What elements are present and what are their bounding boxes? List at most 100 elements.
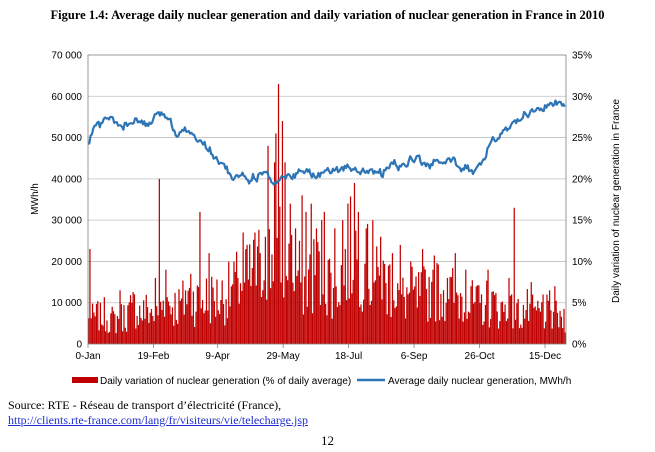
bar <box>335 286 337 344</box>
bar <box>491 291 493 344</box>
bar <box>528 320 530 344</box>
bar <box>450 277 453 344</box>
bar <box>440 293 442 344</box>
y-right-tick-label: 5% <box>572 298 587 309</box>
bar <box>437 264 439 344</box>
bar <box>541 302 543 344</box>
bar <box>112 311 115 344</box>
bar <box>394 308 396 344</box>
bar <box>547 300 549 344</box>
bar <box>495 293 497 344</box>
bar <box>199 211 201 344</box>
bar <box>152 315 154 344</box>
bar <box>545 321 547 344</box>
bar <box>510 294 513 344</box>
bar <box>309 254 311 344</box>
plot-frame <box>87 54 567 345</box>
bar <box>484 304 487 344</box>
bar <box>521 327 523 344</box>
bar <box>124 327 126 344</box>
bar <box>525 310 527 344</box>
source-label: Source: RTE - Réseau de transport d’élec… <box>8 398 282 412</box>
bar <box>157 315 159 344</box>
bar <box>194 326 196 344</box>
bar <box>465 269 467 344</box>
bar <box>298 240 301 344</box>
bar <box>120 304 122 344</box>
bar <box>275 133 277 344</box>
bar <box>363 299 365 344</box>
y-right-tick-label: 35% <box>572 51 592 62</box>
bar <box>403 296 405 344</box>
bar <box>458 318 460 344</box>
x-tick-label: 15-Dec <box>529 351 561 362</box>
bar <box>562 328 564 344</box>
page-number: 12 <box>321 433 334 448</box>
bar <box>348 298 350 344</box>
bar <box>262 290 264 344</box>
bar <box>119 290 121 344</box>
bar <box>457 295 459 344</box>
bar <box>107 332 109 344</box>
y-axis-right-title: Daily variation of nuclear generation in… <box>611 99 622 303</box>
bar <box>482 325 484 344</box>
bar <box>221 280 223 344</box>
bar <box>407 294 409 344</box>
bar <box>225 299 227 344</box>
source-link[interactable]: http://clients.rte-france.com/lang/fr/vi… <box>8 413 309 427</box>
x-tick-label: 9-Apr <box>205 351 230 362</box>
bar-series <box>88 83 566 345</box>
bar <box>446 277 449 344</box>
bar <box>188 287 191 344</box>
bar <box>230 286 232 344</box>
bar <box>322 294 324 344</box>
bar <box>331 318 333 344</box>
bar <box>285 276 287 344</box>
bar <box>349 196 352 344</box>
x-tick-label: 0-Jan <box>75 351 100 362</box>
bar <box>538 308 540 344</box>
bar <box>133 294 136 344</box>
bar <box>469 312 471 344</box>
bar <box>421 249 424 344</box>
legend-swatch-bars <box>72 377 98 383</box>
bar <box>410 261 412 344</box>
bar <box>218 314 221 344</box>
bar <box>234 271 236 344</box>
y-right-tick-label: 25% <box>572 133 592 144</box>
bar <box>271 254 273 344</box>
bar <box>423 266 425 344</box>
bar <box>232 284 234 344</box>
y-left-tick-label: 50 000 <box>51 133 82 144</box>
bar <box>131 302 133 344</box>
bar <box>543 328 545 344</box>
y-left-tick-label: 60 000 <box>51 92 82 103</box>
bar <box>263 280 265 344</box>
bar <box>512 328 514 344</box>
bar <box>327 259 329 344</box>
bar <box>369 304 371 344</box>
bar <box>377 266 379 344</box>
source-note: Source: RTE - Réseau de transport d’élec… <box>8 398 308 428</box>
bar <box>376 246 378 344</box>
bar <box>442 290 445 344</box>
bar <box>253 239 255 344</box>
bar <box>301 195 303 344</box>
bar <box>344 248 346 344</box>
bar <box>414 286 416 344</box>
bar <box>381 299 383 344</box>
bar <box>177 323 179 344</box>
bar <box>338 302 340 344</box>
bar <box>449 276 451 344</box>
bar <box>196 285 198 344</box>
bar <box>179 300 181 344</box>
bar <box>441 316 443 344</box>
bar <box>90 318 92 344</box>
bar <box>503 311 505 344</box>
bar <box>554 286 556 344</box>
bar <box>246 244 248 344</box>
bar <box>366 223 369 344</box>
bar <box>258 229 260 344</box>
bar <box>323 211 325 344</box>
bar <box>353 182 356 344</box>
